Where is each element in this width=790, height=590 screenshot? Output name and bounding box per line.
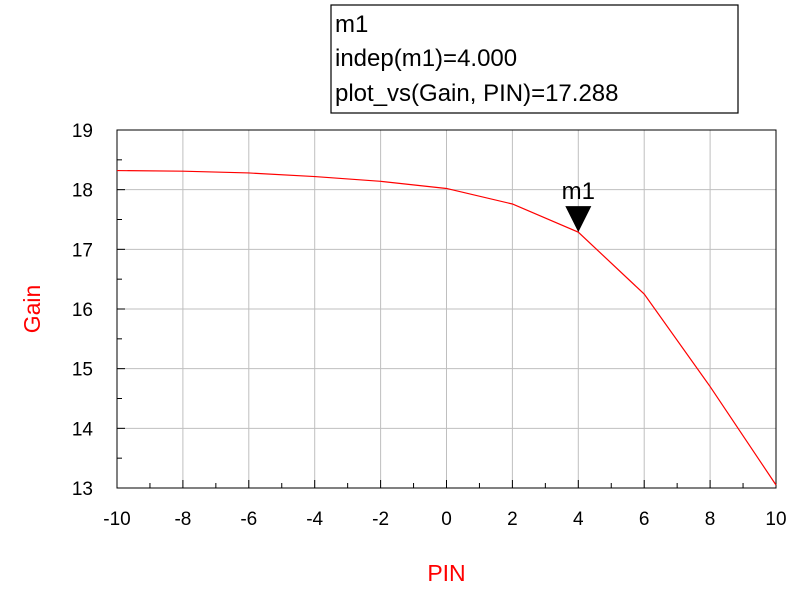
- x-tick-label: 10: [765, 509, 786, 530]
- x-tick-label: -6: [240, 509, 257, 530]
- marker-layer: m1: [562, 178, 595, 233]
- x-tick-labels: -10 -8 -6 -4 -2 0 2 4 6 8 10: [103, 509, 786, 530]
- x-axis-title: PIN: [427, 560, 465, 586]
- y-tick-labels: 13 14 15 16 17 18 19: [72, 121, 94, 500]
- marker-m1-triangle: [565, 206, 592, 233]
- x-tick-label: 8: [705, 509, 716, 530]
- y-tick-label: 19: [72, 121, 93, 142]
- marker-readout-frame: [330, 4, 739, 114]
- marker-readout-box[interactable]: m1 indep(m1)=4.000 plot_vs(Gain, PIN)=17…: [330, 4, 739, 114]
- y-tick-label: 15: [72, 360, 93, 381]
- y-axis-title: Gain: [19, 285, 45, 334]
- x-tick-label: -10: [103, 509, 130, 530]
- x-tick-label: 6: [639, 509, 650, 530]
- minor-ticks: [116, 129, 777, 489]
- x-tick-label: 4: [573, 509, 584, 530]
- x-tick-label: 0: [441, 509, 452, 530]
- x-tick-label: 2: [507, 509, 518, 530]
- y-tick-label: 17: [72, 240, 93, 261]
- marker-m1-label: m1: [562, 178, 595, 205]
- y-tick-label: 16: [72, 300, 93, 321]
- y-tick-label: 14: [72, 419, 94, 440]
- plot-frame: [116, 129, 777, 489]
- x-tick-label: -2: [372, 509, 389, 530]
- y-tick-label: 13: [72, 479, 93, 500]
- y-tick-label: 18: [72, 181, 93, 202]
- marker-readout-name: m1: [335, 11, 368, 38]
- series-line-gain: [116, 169, 777, 486]
- marker-readout-value: plot_vs(Gain, PIN)=17.288: [335, 80, 619, 107]
- series-layer: [116, 169, 777, 486]
- x-tick-label: -8: [174, 509, 191, 530]
- marker-readout-indep: indep(m1)=4.000: [335, 45, 517, 72]
- x-tick-label: -4: [306, 509, 323, 530]
- grid-lines: [117, 130, 776, 488]
